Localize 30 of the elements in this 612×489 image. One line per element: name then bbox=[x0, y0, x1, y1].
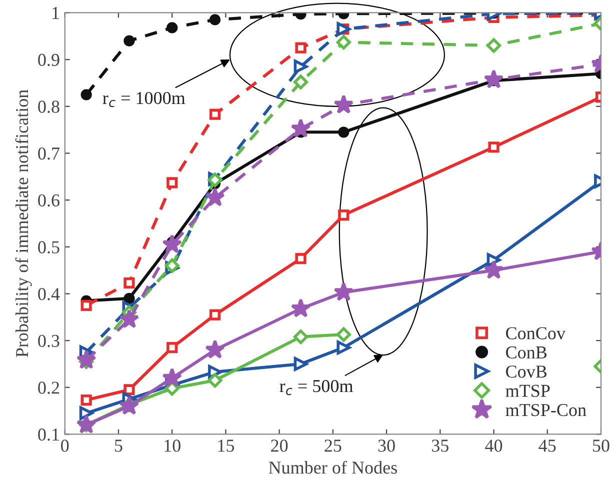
x-tick-label: 5 bbox=[115, 440, 122, 452]
y-tick-label: 0.8 bbox=[38, 100, 60, 113]
x-tick-label: 15 bbox=[218, 440, 234, 452]
legend-label: ConCov bbox=[506, 327, 566, 340]
y-tick-label: 0.2 bbox=[38, 382, 60, 394]
y-tick-label: 0.4 bbox=[38, 288, 60, 300]
y-axis-title: Probability of immediate notification bbox=[15, 90, 32, 358]
y-tick-label: 0.7 bbox=[38, 147, 60, 160]
legend-label: ConB bbox=[506, 346, 547, 359]
x-tick-label: 30 bbox=[378, 440, 395, 452]
x-tick-label: 35 bbox=[432, 440, 448, 452]
y-tick-label: 0.3 bbox=[38, 334, 60, 348]
x-tick-label: 40 bbox=[485, 440, 502, 452]
x-tick-label: 45 bbox=[538, 440, 556, 452]
y-tick-label: 1 bbox=[52, 7, 59, 19]
legend-label: mTSP bbox=[506, 384, 550, 397]
x-tick-label: 0 bbox=[61, 440, 69, 452]
y-tick-label: 0.5 bbox=[38, 241, 60, 254]
annotation: r$_{c}$ = 1000m bbox=[102, 92, 186, 108]
legend-label: CovB bbox=[506, 366, 547, 378]
x-tick-label: 25 bbox=[324, 440, 342, 452]
x-tick-label: 10 bbox=[164, 440, 180, 452]
x-tick-label: 20 bbox=[271, 440, 288, 452]
y-tick-label: 0.6 bbox=[38, 194, 60, 207]
y-tick-label: 0.9 bbox=[38, 54, 60, 66]
x-axis-title: Number of Nodes bbox=[268, 460, 397, 474]
annotation: r$_{c}$ = 500m bbox=[280, 380, 353, 396]
legend-label: mTSP-Con bbox=[506, 404, 586, 416]
y-tick-label: 0.1 bbox=[38, 428, 59, 441]
x-tick-label: 50 bbox=[593, 440, 610, 452]
